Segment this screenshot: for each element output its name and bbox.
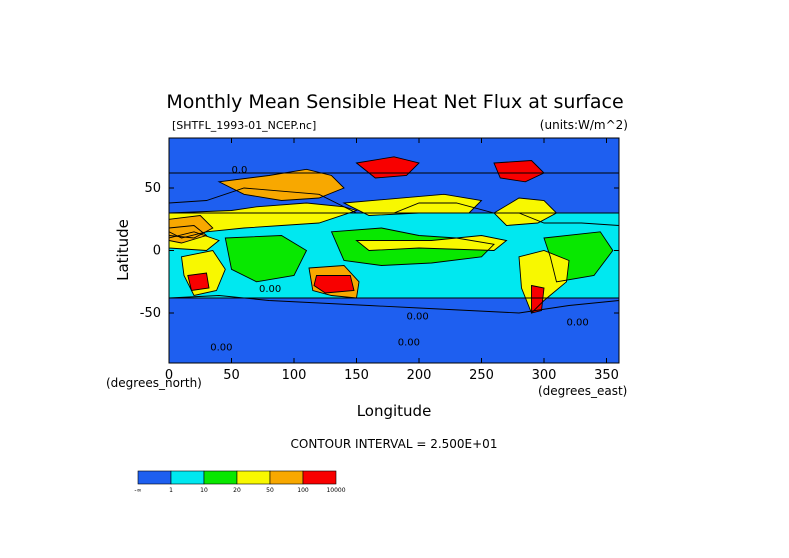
colorbar-swatch (236, 470, 271, 485)
contour-label: 0.00 (567, 318, 589, 329)
contour-north-pacific-yellow (342, 193, 483, 216)
colorbar-swatch (170, 470, 205, 485)
region-north-africa-yellow (169, 203, 357, 238)
contour-australia-red (313, 275, 355, 294)
region-us-yellow (494, 198, 557, 226)
x-tick-label: 150 (344, 368, 369, 383)
x-tick-label: 100 (282, 368, 307, 383)
x-tick-label: 250 (469, 368, 494, 383)
contour-asia-orange (217, 168, 345, 201)
contour-interval: CONTOUR INTERVAL = 2.500E+01 (291, 437, 498, 451)
contour-south-america-yellow (518, 250, 570, 314)
colorbar-label: 1 (169, 487, 173, 494)
colorbar-swatch (302, 470, 337, 485)
y-tick-label: -50 (140, 306, 161, 321)
contour-indian-green (224, 235, 308, 283)
region-asia-orange (219, 169, 344, 201)
contour-labels: 0.00 0.00 0.00 0.00 0.00 0.0 (210, 165, 589, 354)
x-tick-label: 300 (532, 368, 557, 383)
x-axis-label: Longitude (357, 402, 432, 420)
units-label: (units:W/m^2) (540, 118, 628, 132)
contour-canada-red (493, 160, 545, 183)
contour-label: 0.00 (259, 284, 281, 295)
contour-africa-south-red (187, 272, 210, 292)
x-axis-ticks: 0 50 100 150 200 250 300 350 (165, 138, 619, 383)
colorbar-label: 50 (266, 487, 274, 494)
region-tropic-yellow-band (356, 235, 507, 251)
contour-tropic-orange-left (169, 225, 208, 244)
y-axis-ticks: -50 0 50 (140, 181, 619, 321)
x-unit-label: (degrees_north) (106, 376, 202, 390)
contour-equator-belt-yellow (169, 231, 220, 251)
y-unit-label: (degrees_east) (538, 384, 627, 398)
contour-australia-orange (308, 265, 360, 299)
region-indian-green (225, 235, 307, 282)
contour-tropic-yellow-band (355, 235, 508, 251)
contour-south-america-red (531, 284, 545, 314)
region-tropic-orange-left (169, 225, 207, 243)
x-tick-label: 50 (223, 368, 240, 383)
x-tick-label: 200 (407, 368, 432, 383)
contour-siberia-red (355, 156, 420, 179)
contour-us-yellow (493, 197, 558, 226)
colorbar-label: 10000 (326, 487, 345, 494)
region-australia-red (314, 275, 354, 293)
colorbar-swatch (137, 470, 172, 485)
chart-title: Monthly Mean Sensible Heat Net Flux at s… (166, 91, 623, 113)
region-africa-south-red (187, 273, 209, 291)
contour-label: 0.00 (407, 311, 429, 322)
colorbar: -∞ 1 10 20 50 100 10000 (134, 470, 346, 494)
region-canada-red (494, 160, 544, 182)
colorbar-label: -∞ (134, 487, 141, 494)
contour-africa-south-yellow (180, 249, 226, 297)
y-tick-label: 0 (153, 244, 161, 259)
x-tick-label: 0 (165, 368, 173, 383)
source-label: [SHTFL_1993-01_NCEP.nc] (172, 119, 316, 132)
contour-label: 0.00 (210, 343, 232, 354)
colorbar-label: 100 (297, 487, 309, 494)
colorbar-label: 20 (233, 487, 241, 494)
colorbar-swatch (269, 470, 304, 485)
contour-north-africa-yellow (169, 202, 358, 239)
contour-southern-ocean-neg (169, 295, 619, 363)
colorbar-label: 10 (200, 487, 208, 494)
colorbar-swatch (203, 470, 238, 485)
y-tick-label: 50 (144, 181, 161, 196)
region-south-america-red (531, 285, 544, 313)
region-north-pacific-yellow (344, 194, 482, 216)
y-axis-label: Latitude (114, 219, 132, 281)
contour-lines (169, 156, 619, 363)
contour-label: 0.0 (232, 165, 248, 176)
contour-atlantic-green (543, 231, 614, 283)
x-tick-label: 350 (594, 368, 619, 383)
flux-regions (169, 138, 619, 363)
contour-label: 0.00 (398, 338, 420, 349)
